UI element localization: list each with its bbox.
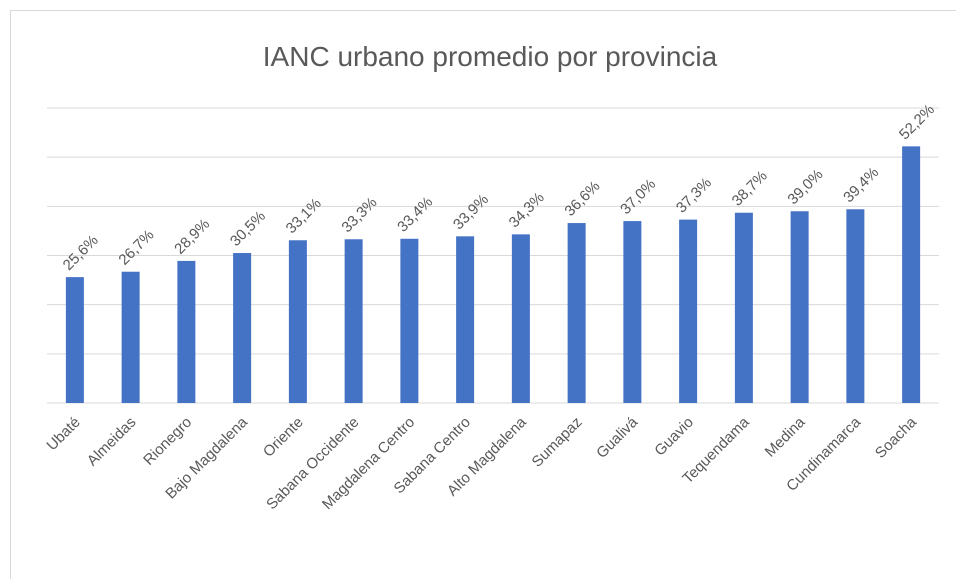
bar [679, 219, 698, 403]
bar [567, 223, 586, 403]
bar [456, 236, 475, 403]
bar [233, 253, 252, 403]
bar [400, 238, 419, 403]
bar [846, 209, 865, 403]
bar [288, 240, 307, 403]
bar [121, 271, 140, 403]
bar [65, 277, 84, 403]
bar [734, 212, 753, 403]
bar [177, 260, 196, 403]
bar [511, 234, 530, 403]
bar [344, 239, 363, 403]
bar [902, 146, 921, 403]
bar [623, 221, 642, 403]
chart-frame [10, 10, 956, 579]
bar [790, 211, 809, 403]
chart-title: IANC urbano promedio por provincia [263, 41, 718, 72]
